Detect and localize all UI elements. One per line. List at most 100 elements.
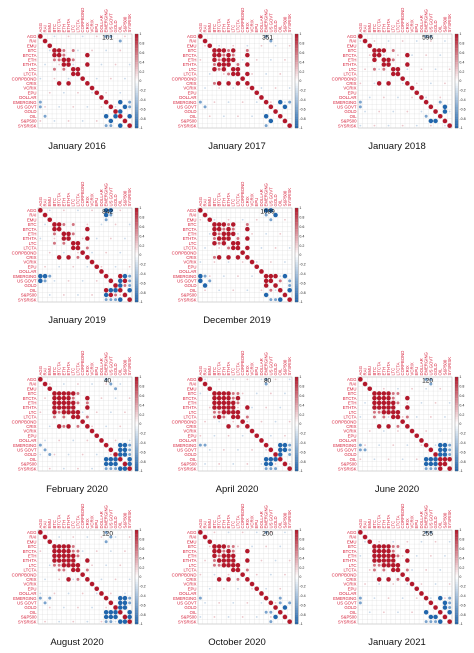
column-label: GOLD [433, 363, 438, 375]
column-label: CORPBOND [80, 182, 85, 207]
colorbar-segment [295, 565, 299, 568]
colorbar-tick-label: -0.6 [139, 281, 145, 285]
colorbar: 10.80.60.40.20-0.2-0.4-0.6-0.8-1 [454, 375, 466, 473]
strong-positive-corr-point [391, 405, 396, 410]
colorbar-segment [295, 421, 299, 425]
row-label: ETH [28, 553, 37, 558]
diagonal-point [259, 95, 264, 100]
weak-corr-point [119, 209, 122, 212]
colorbar-segment [455, 534, 459, 538]
colorbar-segment [135, 398, 139, 401]
medium-positive-corr-point [396, 577, 400, 581]
column-label: CRIX [245, 196, 250, 206]
column-label: BTC [372, 520, 377, 529]
diagonal-point [230, 240, 236, 246]
row-label: EPU [28, 264, 37, 269]
diagonal-point [390, 562, 396, 568]
colorbar-segment [455, 123, 459, 126]
row-label: RAI [189, 213, 196, 218]
strong-positive-corr-point [235, 563, 241, 568]
colorbar-segment [295, 247, 299, 251]
colorbar: 10.80.60.40.20-0.2-0.4-0.6-0.8-1 [134, 206, 146, 304]
colorbar-segment [135, 602, 139, 606]
strong-positive-corr-point [52, 558, 57, 563]
colorbar-segment [295, 255, 299, 258]
column-label: BTCTA [57, 19, 62, 33]
strong-positive-corr-point [391, 567, 396, 573]
medium-positive-corr-point [396, 544, 400, 548]
weak-corr-point [387, 458, 390, 461]
row-label: ETHTA [343, 62, 357, 67]
medium-positive-corr-point [227, 72, 231, 76]
strong-positive-corr-point [226, 395, 231, 401]
colorbar-tick-label: 0.6 [299, 225, 304, 229]
column-label: CRIX [85, 518, 90, 528]
strong-negative-corr-point [118, 466, 123, 471]
colorbar-tick-label: -0.4 [459, 441, 465, 445]
row-label: AGG [187, 34, 197, 39]
weak-corr-point [434, 540, 437, 543]
weak-corr-point [208, 545, 211, 548]
weak-corr-point [251, 448, 253, 451]
diagonal-point [428, 600, 434, 606]
colorbar-segment [295, 83, 299, 86]
column-label: GOLD [113, 194, 118, 206]
colorbar-tick-label: 0.8 [299, 216, 304, 220]
weak-corr-point [204, 289, 206, 292]
colorbar-segment [135, 229, 139, 232]
strong-negative-corr-point [127, 457, 132, 462]
colorbar-segment [295, 428, 299, 432]
medium-negative-corr-point [203, 274, 207, 278]
row-label: CORPBOND [332, 76, 357, 81]
strong-negative-corr-point [118, 442, 123, 448]
strong-positive-corr-point [245, 245, 250, 251]
column-label: S&P500 [282, 16, 287, 32]
row-label: S&P500 [341, 119, 357, 124]
column-label: S&P500 [442, 359, 447, 375]
colorbar-segment [295, 416, 299, 420]
column-label: CRIX [85, 365, 90, 375]
strong-positive-corr-point [52, 553, 57, 559]
diagonal-point [240, 250, 245, 255]
colorbar-segment [455, 539, 459, 542]
weak-corr-point [218, 247, 221, 249]
colorbar-tick-label: 0.4 [299, 234, 304, 238]
diagonal-point [221, 231, 227, 237]
weak-corr-point [227, 616, 230, 618]
column-label: CRIX [245, 22, 250, 32]
diagonal-point [245, 424, 250, 429]
column-label: CRIX [85, 196, 90, 206]
weak-corr-point [255, 101, 258, 104]
strong-positive-corr-point [221, 395, 227, 401]
strong-positive-corr-point [56, 48, 62, 53]
colorbar-segment [455, 609, 459, 613]
weak-corr-point [246, 601, 249, 604]
strong-negative-corr-point [442, 104, 448, 110]
strong-negative-corr-point [273, 212, 278, 218]
strong-positive-corr-point [381, 62, 387, 67]
weak-corr-point [39, 77, 42, 80]
diagonal-point [117, 113, 123, 119]
strong-positive-corr-point [391, 414, 396, 420]
colorbar-segment [295, 41, 299, 44]
row-label: ETHTA [183, 236, 197, 241]
medium-negative-corr-point [114, 387, 118, 391]
weak-corr-point [415, 416, 418, 418]
weak-corr-point [124, 237, 126, 240]
strong-positive-corr-point [75, 67, 81, 72]
colorbar-segment [135, 259, 139, 263]
strong-positive-corr-point [386, 81, 391, 86]
colorbar-segment [455, 400, 459, 403]
weak-corr-point [378, 583, 381, 585]
colorbar-segment [295, 231, 299, 234]
weak-corr-point [378, 444, 381, 447]
row-label: SYSRISK [338, 123, 357, 128]
row-label: CRIX [186, 424, 196, 429]
row-label: US GOVT [177, 447, 197, 452]
colorbar-segment [135, 405, 139, 408]
strong-positive-corr-point [66, 563, 71, 568]
weak-corr-point [246, 289, 249, 292]
strong-positive-corr-point [391, 71, 396, 77]
strong-positive-corr-point [216, 255, 222, 260]
diagonal-point [108, 104, 114, 110]
